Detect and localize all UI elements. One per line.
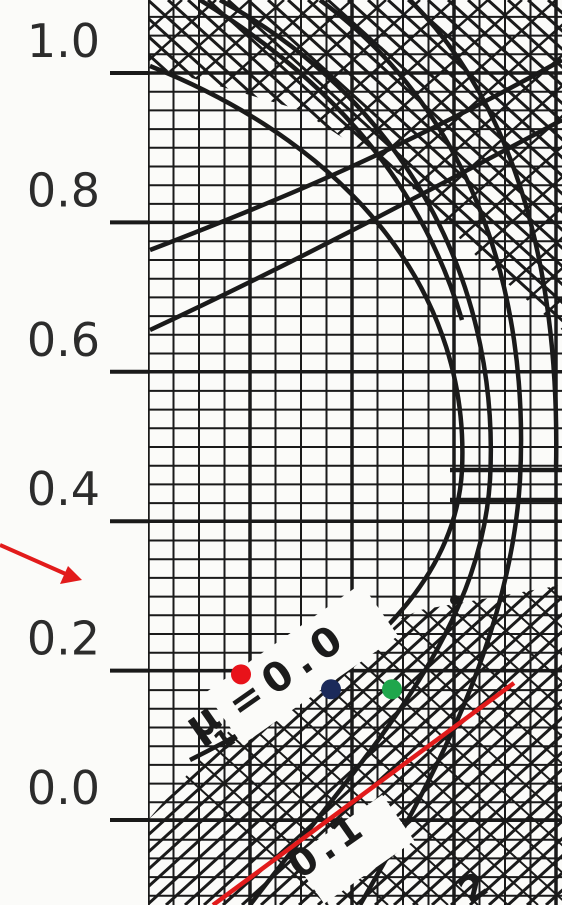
y-tick-label: 0.0 — [27, 761, 100, 815]
y-tick-label: 0.8 — [27, 163, 100, 217]
hatch-line — [226, 0, 562, 330]
characteristic-curve — [149, 58, 562, 253]
marker-point — [382, 679, 402, 700]
hatch-line — [430, 585, 562, 905]
hatch-line — [354, 585, 562, 905]
hatch-line — [449, 585, 562, 905]
hatch-line — [326, 0, 562, 330]
hatch-line — [386, 0, 562, 330]
y-axis: 1.0 0.8 0.6 0.4 0.2 0.0 — [27, 14, 148, 822]
hatch-line — [457, 585, 562, 905]
marker-point — [321, 679, 341, 700]
characteristic-curve — [198, 0, 465, 321]
hatch-line — [148, 0, 251, 330]
hatch-line — [366, 0, 562, 330]
hatch-line — [427, 585, 562, 905]
hatch-line — [286, 0, 562, 330]
hatch-line — [0, 0, 28, 380]
hatch-line — [466, 0, 562, 330]
hatch-line — [397, 585, 562, 905]
hatch-line — [148, 0, 285, 330]
characteristic-curve — [218, 0, 494, 905]
hatch-line — [0, 0, 8, 380]
hatch-line — [426, 0, 562, 330]
hatch-line — [447, 0, 562, 330]
hatch-line — [221, 585, 562, 905]
annotations — [0, 543, 516, 905]
hatch-line — [148, 0, 217, 330]
marker-point — [231, 664, 251, 685]
hatch-line — [411, 585, 562, 905]
hatch-line — [240, 585, 562, 905]
y-tick-label: 1.0 — [27, 14, 100, 68]
hatch-line — [373, 585, 562, 905]
hatch-line — [246, 0, 562, 330]
hatch-line — [148, 0, 319, 330]
hatch-line — [148, 585, 491, 905]
hatch-line — [183, 585, 562, 905]
annotation-arrow-head — [60, 566, 82, 584]
chart-curves — [149, 0, 562, 905]
annotation-arrow-shaft — [0, 543, 69, 577]
hatch-line — [148, 585, 329, 905]
hatch-line — [164, 585, 548, 905]
hatch-line — [367, 585, 562, 905]
hatch-line — [406, 0, 562, 330]
y-tick-label: 0.4 — [27, 462, 100, 516]
saddle-point — [450, 595, 460, 605]
mu-label-backdrop — [205, 583, 399, 745]
hatch-line — [392, 585, 562, 905]
markers — [231, 664, 402, 700]
line-label-backdrop — [292, 794, 415, 904]
y-tick-label: 0.2 — [27, 612, 100, 666]
hatch-line — [148, 585, 472, 905]
hatch-line — [487, 585, 562, 905]
y-tick-label: 0.6 — [27, 313, 100, 367]
characteristic-curve — [408, 0, 559, 471]
hatch-line — [306, 0, 562, 330]
hatch-line — [148, 585, 529, 905]
characteristic-curve — [318, 0, 524, 905]
hatch-line — [487, 585, 562, 905]
characteristic-curve — [149, 118, 562, 333]
annotation-line — [211, 681, 516, 905]
